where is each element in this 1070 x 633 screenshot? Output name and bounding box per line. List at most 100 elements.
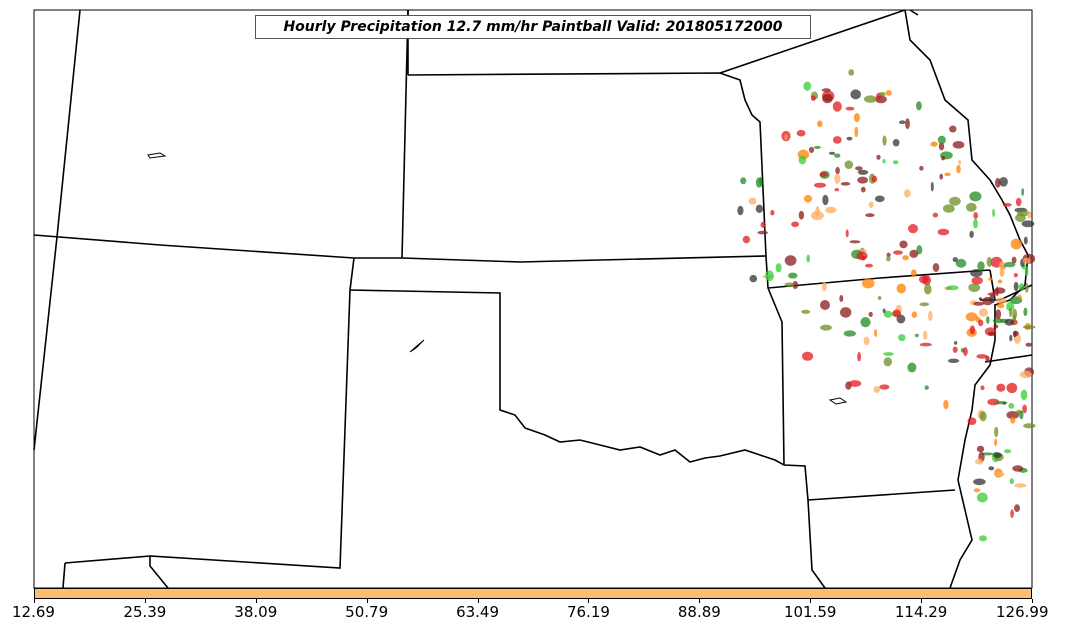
paintball-blob xyxy=(1013,330,1019,336)
colorbar-tick-label: 63.49 xyxy=(456,603,500,621)
paintball-blob xyxy=(910,269,917,278)
paintball-blob xyxy=(784,282,795,288)
border-ks-ok-line xyxy=(719,9,906,74)
paintball-blob xyxy=(860,186,866,193)
paintball-blob xyxy=(1014,483,1027,488)
paintball-blob xyxy=(952,346,958,353)
paintball-blob xyxy=(905,118,910,130)
paintball-blob xyxy=(978,535,987,542)
paintball-blob xyxy=(1004,261,1016,268)
paintball-blob xyxy=(937,228,950,236)
paintball-blob xyxy=(953,341,958,345)
paintball-blob xyxy=(873,386,881,393)
paintball-blob xyxy=(1023,236,1028,245)
paintball-blob xyxy=(854,126,859,138)
paintball-blob xyxy=(874,195,885,203)
paintball-blob xyxy=(798,155,807,165)
colorbar-tick-mark xyxy=(810,599,812,603)
colorbar-tick-label: 126.99 xyxy=(996,603,1049,621)
paintball-blob xyxy=(843,330,856,337)
paintball-blob xyxy=(825,206,837,214)
paintball-blob xyxy=(899,240,908,249)
paintball-blob xyxy=(1027,211,1032,219)
paintball-blob xyxy=(865,263,873,268)
paintball-blob xyxy=(916,101,922,111)
border-ar-la-top xyxy=(909,9,919,16)
paintball-blob xyxy=(977,261,985,271)
paintball-blob xyxy=(892,160,899,165)
paintball-blob xyxy=(1004,318,1015,326)
paintball-blob xyxy=(994,401,1008,405)
paintball-blob xyxy=(861,278,875,289)
paintball-blob xyxy=(1006,411,1019,419)
colorbar-tick-label: 76.19 xyxy=(566,603,610,621)
paintball-blob xyxy=(947,358,960,363)
paintball-blob xyxy=(928,310,933,321)
paintball-blob xyxy=(930,141,938,147)
paintball-blob xyxy=(1010,238,1022,250)
paintball-blob xyxy=(876,154,881,160)
paintball-blob xyxy=(930,181,934,192)
paintball-blob xyxy=(1022,325,1036,329)
paintball-blob xyxy=(864,95,877,103)
paintball-blob xyxy=(811,210,824,221)
paintball-blob xyxy=(822,93,833,104)
paintball-blob xyxy=(999,177,1008,187)
paintball-blob xyxy=(1022,257,1031,264)
paintball-blob xyxy=(1018,294,1022,300)
colorbar-tick-mark xyxy=(588,599,590,603)
colorbar-tick-mark xyxy=(366,599,368,603)
colorbar-tick-label: 50.79 xyxy=(345,603,389,621)
paintball-blob xyxy=(1006,382,1018,394)
paintball-blob xyxy=(986,257,993,267)
paintball-blob xyxy=(999,270,1004,277)
paintball-blob xyxy=(798,210,805,220)
paintball-blob xyxy=(988,466,995,471)
paintball-blob xyxy=(963,347,968,356)
paintball-blob xyxy=(904,189,911,198)
paintball-blob xyxy=(941,156,945,161)
paintball-blob xyxy=(882,135,887,146)
paintball-blob xyxy=(1009,478,1014,485)
paintball-blob xyxy=(955,258,967,268)
paintball-blob xyxy=(834,173,841,184)
paintball-blob xyxy=(791,221,800,228)
paintball-blob xyxy=(882,159,886,164)
paintball-blob xyxy=(853,112,860,123)
colorbar-tick-label: 38.09 xyxy=(234,603,278,621)
paintball-blob xyxy=(755,204,764,213)
paintball-blob xyxy=(834,188,840,192)
paintball-blob xyxy=(808,146,815,153)
paintball-blob xyxy=(835,166,840,175)
paintball-blob xyxy=(976,354,988,359)
paintball-blob xyxy=(1024,267,1029,277)
paintball-blob xyxy=(801,309,811,314)
paintball-blob xyxy=(932,212,939,218)
paintball-blob xyxy=(946,285,959,291)
paintball-blob xyxy=(792,281,799,289)
paintball-blob xyxy=(857,169,869,175)
paintball-blob xyxy=(868,201,874,208)
paintball-blob xyxy=(814,182,826,188)
paintball-blob xyxy=(979,308,988,317)
paintball-blob xyxy=(765,270,774,282)
paintball-blob xyxy=(971,276,983,285)
paintball-blob xyxy=(995,177,1001,188)
paintball-blob xyxy=(952,141,965,149)
paintball-blob xyxy=(879,384,890,390)
paintball-blob xyxy=(995,309,1002,320)
paintball-blob xyxy=(810,95,816,101)
paintball-blob xyxy=(1021,220,1035,228)
colorbar-tick-mark xyxy=(477,599,479,603)
paintball-blob xyxy=(796,129,806,137)
paintball-blob xyxy=(856,251,868,261)
paintball-blob xyxy=(832,136,842,144)
map-frame xyxy=(33,9,1033,589)
paintball-blob xyxy=(883,352,894,356)
paintball-blob xyxy=(840,182,851,186)
paintball-blob xyxy=(1013,273,1018,278)
paintball-blob xyxy=(860,317,871,328)
paintball-blob xyxy=(822,281,827,292)
paintball-blob xyxy=(987,292,999,296)
colorbar-tick-label: 25.39 xyxy=(123,603,167,621)
